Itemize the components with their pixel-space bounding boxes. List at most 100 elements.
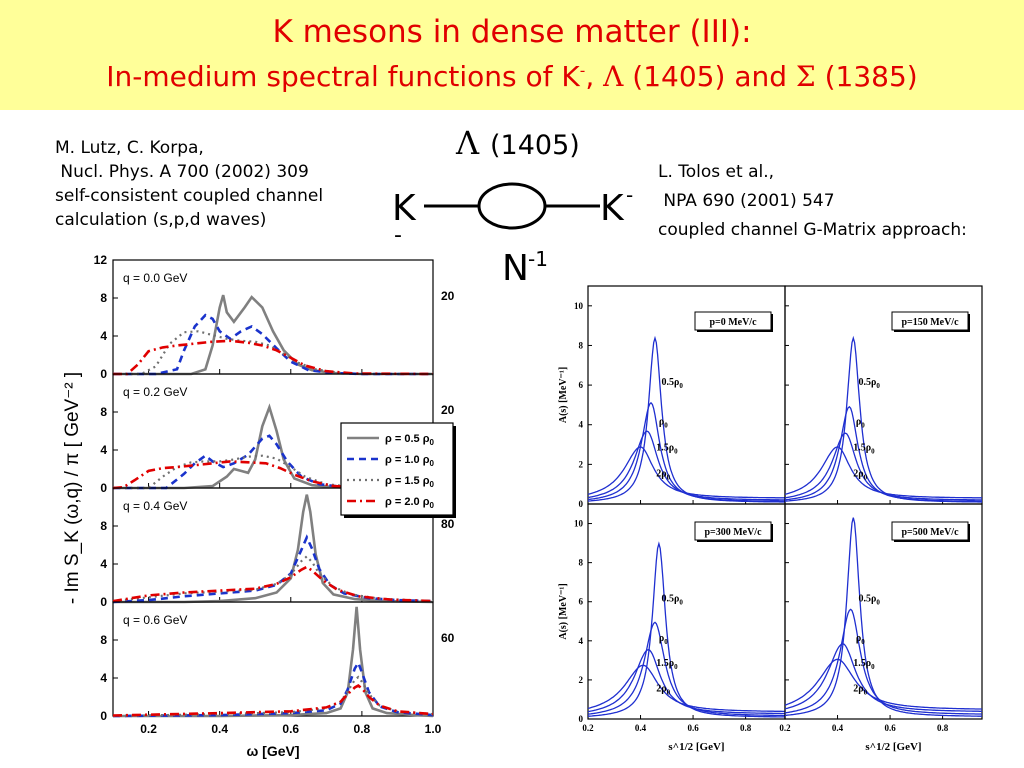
density-label: 0.5ρ0	[859, 594, 881, 607]
spectral-curve	[784, 658, 983, 710]
series-line-rho-2	[112, 554, 434, 603]
spectral-curve	[784, 517, 982, 717]
subtitle-minus: -	[579, 61, 586, 80]
density-label-sub: 0	[871, 447, 875, 455]
reference-lutz: M. Lutz, C. Korpa, Nucl. Phys. A 700 (20…	[55, 136, 323, 232]
x-tick-label: 0.8	[354, 722, 371, 736]
x-tick-label: 0.6	[884, 723, 896, 733]
x-tick-label: 0.8	[937, 723, 949, 733]
momentum-label: p=150 MeV/c	[901, 317, 959, 328]
series-line-rho-0	[113, 294, 433, 376]
series-line-rho-1	[113, 434, 433, 490]
density-label: ρ0	[659, 633, 668, 646]
feyn-k-right: K	[600, 188, 625, 229]
spectral-curve	[587, 446, 785, 499]
density-label-sub: 0	[876, 382, 880, 390]
y-tick-label: 6	[579, 380, 584, 390]
spectral-curve	[784, 432, 982, 501]
density-label-sub: 0	[864, 473, 868, 481]
cut-axis-label: 20	[441, 403, 455, 417]
y-tick-label: 8	[579, 558, 584, 568]
x-tick-label: 0.2	[582, 723, 594, 733]
y-tick-label: 0	[100, 595, 107, 609]
x-tick-label: 0.6	[282, 722, 299, 736]
series-line-rho-0	[113, 494, 434, 604]
y-tick-label: 0	[100, 709, 107, 723]
spectral-curve	[587, 621, 785, 717]
title-band	[0, 0, 1024, 110]
x-axis-label: s^1/2 [GeV]	[865, 741, 921, 753]
density-label: 1.5ρ0	[853, 442, 875, 455]
ref-left-line: calculation (s,p,d waves)	[55, 210, 267, 230]
feyn-n-hole: N	[502, 248, 529, 289]
ref-left-line: M. Lutz, C. Korpa,	[55, 138, 204, 158]
ref-right-line: coupled channel G-Matrix approach:	[658, 220, 967, 240]
ref-right-line: NPA 690 (2001) 547	[658, 191, 835, 211]
momentum-label: p=500 MeV/c	[901, 527, 959, 538]
density-label-sub: 0	[864, 689, 868, 697]
y-axis-label: A(s) [MeV⁻¹]	[558, 367, 569, 423]
y-tick-label: 4	[100, 671, 107, 685]
y-tick-label: 2	[579, 675, 584, 685]
panel-label: q = 0.2 GeV	[123, 385, 187, 399]
density-label: 0.5ρ0	[662, 377, 684, 390]
legend-entry-sub: 0	[430, 459, 435, 468]
series-line-rho-2	[113, 454, 434, 490]
x-tick-label: 0.4	[635, 723, 647, 733]
slide-subtitle: In-medium spectral functions of K-, Λ (1…	[0, 60, 1024, 93]
legend-entry: ρ = 2.0 ρ0	[385, 496, 435, 510]
density-label-sub: 0	[876, 599, 880, 607]
x-tick-label: 0.4	[211, 722, 228, 736]
panel-label: q = 0.6 GeV	[123, 613, 187, 627]
feyn-n-hole-sup: -1	[528, 247, 548, 271]
legend-entry-sub: 0	[430, 438, 435, 447]
density-label: 2ρ0	[656, 468, 670, 481]
feyn-loop	[477, 182, 547, 230]
density-label-sub: 0	[674, 663, 678, 671]
series-line-rho-2	[112, 675, 434, 718]
legend-entry: ρ = 1.5 ρ0	[385, 475, 435, 489]
density-label-sub: 0	[861, 638, 865, 646]
reference-tolos: L. Tolos et al., NPA 690 (2001) 547 coupl…	[658, 158, 967, 245]
subtitle-text: In-medium spectral functions of K	[106, 60, 580, 93]
panel-label: q = 0.0 GeV	[123, 271, 187, 285]
density-label: 2ρ0	[656, 684, 670, 697]
y-tick-label: 0	[579, 499, 584, 509]
lutz-spectral-chart: q = 0.0 GeV 20 0 4 8 12 q = 0.2 GeV 20 0 4 8 q = 0.…	[62, 253, 456, 759]
y-tick-label: 2	[579, 459, 584, 469]
series-line-rho-3	[112, 684, 434, 717]
y-tick-label: 10	[574, 301, 584, 311]
x-axis-label: s^1/2 [GeV]	[668, 741, 724, 753]
x-tick-label: 0.6	[687, 723, 699, 733]
x-tick-label: 1.0	[425, 722, 442, 736]
feyn-lambda-mass: (1405)	[490, 130, 580, 161]
x-tick-label: 0.8	[740, 723, 752, 733]
legend-entry: ρ = 0.5 ρ0	[385, 433, 435, 447]
density-label-sub: 0	[679, 382, 683, 390]
y-tick-label: 4	[579, 636, 584, 646]
momentum-box	[694, 521, 772, 541]
series-line-rho-3	[112, 565, 434, 603]
series-line-rho-1	[113, 313, 433, 376]
subtitle-sigma-mass: (1385)	[824, 60, 918, 93]
momentum-label: p=300 MeV/c	[704, 527, 762, 538]
legend-entry: ρ = 1.0 ρ0	[385, 454, 435, 468]
density-label: 0.5ρ0	[859, 377, 881, 390]
feyn-k-right-sup: -	[626, 183, 633, 207]
density-label: 1.5ρ0	[853, 658, 875, 671]
cut-axis-label: 60	[441, 631, 455, 645]
y-tick-label: 8	[100, 291, 107, 305]
momentum-box	[891, 311, 969, 331]
y-tick-label: 10	[574, 519, 584, 529]
y-tick-label: 0	[579, 714, 584, 724]
series-line-rho-3	[113, 339, 434, 376]
density-label: ρ0	[659, 417, 668, 430]
density-label: 0.5ρ0	[662, 594, 684, 607]
ref-left-line: self-consistent coupled channel	[55, 186, 324, 206]
density-label: ρ0	[856, 633, 865, 646]
density-label: 2ρ0	[853, 684, 867, 697]
density-label-sub: 0	[861, 422, 865, 430]
y-tick-label: 4	[100, 443, 107, 457]
y-tick-label: 6	[579, 597, 584, 607]
panel-frame	[784, 503, 983, 720]
